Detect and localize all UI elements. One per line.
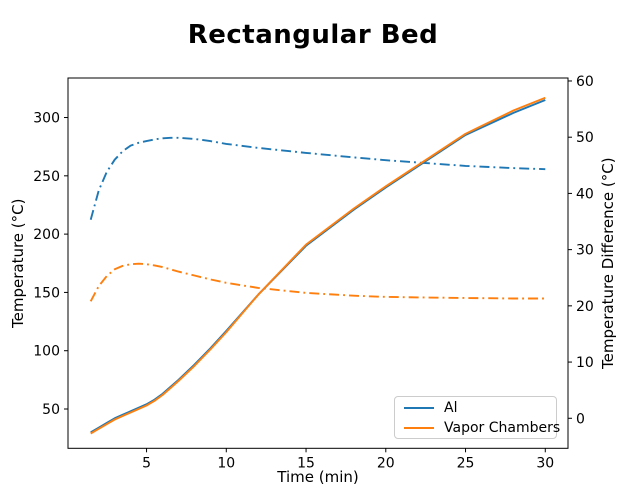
y-left-tick-label: 150 — [33, 285, 60, 301]
x-tick-label: 5 — [142, 455, 151, 471]
y-right-tick-label: 60 — [576, 74, 594, 90]
legend-label: Vapor Chambers — [444, 419, 561, 436]
y-left-tick-label: 300 — [33, 111, 60, 127]
x-tick-label: 25 — [457, 455, 475, 471]
legend-line-sample — [404, 426, 434, 429]
legend: Al Vapor Chambers — [394, 396, 560, 439]
x-tick-label: 10 — [217, 455, 235, 471]
x-tick-label: 20 — [377, 455, 395, 471]
x-axis-label: Time (min) — [277, 468, 359, 486]
series-line-vapor-chambers-temperature — [90, 96, 546, 435]
x-tick-label: 30 — [536, 455, 554, 471]
y-right-tick-label: 40 — [576, 186, 594, 202]
y-right-tick-label: 50 — [576, 130, 594, 146]
y-left-tick-label: 200 — [33, 227, 60, 243]
y-right-tick-label: 0 — [576, 411, 585, 427]
y-right-tick-label: 20 — [576, 299, 594, 315]
y-axis-label-left: Temperature (°C) — [9, 198, 27, 329]
series-line-al-temperature-difference — [89, 136, 546, 221]
y-left-tick-label: 100 — [33, 344, 60, 360]
legend-line-sample — [404, 406, 434, 409]
chart-title: Rectangular Bed — [187, 20, 439, 50]
y-axis-label-right: Temperature Difference (°C) — [599, 157, 617, 370]
legend-item-al: Al — [404, 400, 547, 416]
x-tick-label: 15 — [297, 455, 315, 471]
y-right-tick-label: 30 — [576, 243, 594, 259]
series-line-vapor-chambers-temperature-difference — [89, 262, 546, 302]
y-right-tick-label: 10 — [576, 355, 594, 371]
plot-border — [67, 77, 569, 449]
legend-label: Al — [444, 399, 458, 416]
legend-item-vapor-chambers: Vapor Chambers — [404, 420, 560, 436]
y-left-tick-label: 250 — [33, 169, 60, 185]
y-left-tick-label: 50 — [42, 402, 60, 418]
